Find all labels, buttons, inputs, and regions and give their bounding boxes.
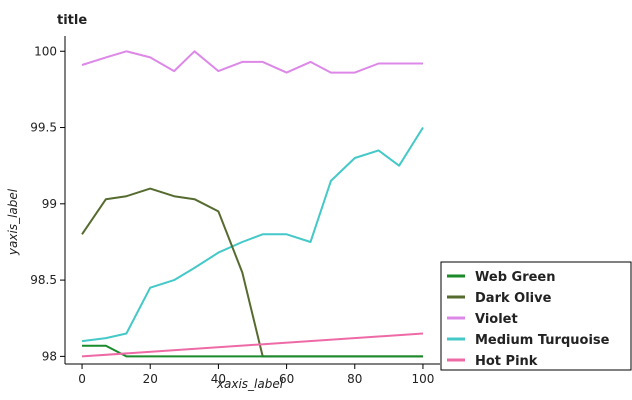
x-axis-label: xaxis_label <box>216 377 284 391</box>
y-tick-label: 99 <box>42 197 57 211</box>
series-line-medium-turquoise <box>81 126 424 343</box>
x-tick-label: 0 <box>78 372 86 386</box>
x-tick-label: 100 <box>412 372 435 386</box>
legend-label-hot-pink: Hot Pink <box>475 354 538 369</box>
x-tick-label: 80 <box>347 372 362 386</box>
legend-label-medium-turquoise: Medium Turquoise <box>475 333 610 348</box>
chart-title: title <box>57 13 87 28</box>
y-tick-label: 98 <box>42 349 57 363</box>
series-line-dark-olive <box>81 187 423 358</box>
series-line-violet <box>81 50 423 74</box>
legend-box <box>440 261 632 371</box>
y-tick-label: 98.5 <box>30 273 57 287</box>
y-tick-label: 100 <box>34 44 57 58</box>
plot-area: 98 98.5 99 99.5 100 0 20 40 60 80 100 <box>30 36 440 386</box>
series-line-web-green <box>82 344 423 358</box>
y-tick-label: 99.5 <box>30 121 57 135</box>
legend: Web Green Dark Olive Violet Medium Turquois… <box>440 261 632 371</box>
legend-label-dark-olive: Dark Olive <box>475 291 552 306</box>
y-axis-label: yaxis_label <box>6 188 20 256</box>
series-line-hot-pink <box>81 332 424 358</box>
legend-label-violet: Violet <box>475 312 518 327</box>
x-tick-label: 20 <box>143 372 158 386</box>
x-tick-label: 40 <box>211 372 226 386</box>
x-tick-label: 60 <box>279 372 294 386</box>
legend-label-web-green: Web Green <box>475 270 556 285</box>
